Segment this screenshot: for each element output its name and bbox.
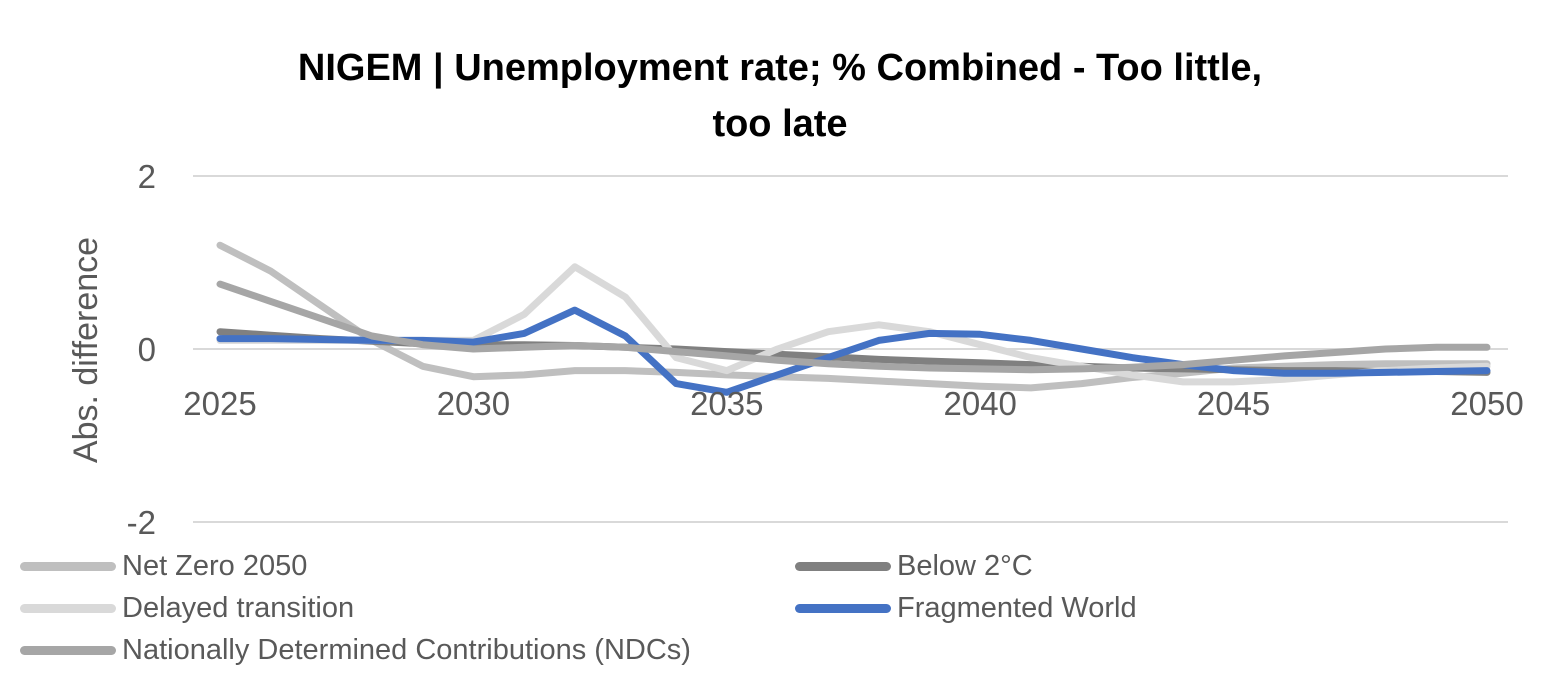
legend-swatch [20, 645, 116, 655]
chart-legend: Net Zero 2050 Below 2°C Delayed transition… [20, 545, 1540, 675]
legend-swatch [795, 603, 891, 613]
x-axis-tick-labels: 2025 2030 2035 2040 2045 2050 [183, 385, 1523, 422]
legend-item: Net Zero 2050 [20, 545, 307, 587]
x-tick-label: 2045 [1197, 385, 1270, 422]
x-tick-label: 2050 [1450, 385, 1523, 422]
series-line-4 [216, 280, 1491, 374]
legend-label: Fragmented World [897, 591, 1137, 624]
line-chart: 2025 2030 2035 2040 2045 2050 2 0 -2 Abs. diffe… [67, 158, 1524, 541]
x-tick-label: 2040 [943, 385, 1016, 422]
x-tick-label: 2035 [690, 385, 763, 422]
series-lines [216, 241, 1491, 396]
x-tick-label: 2025 [183, 385, 256, 422]
legend-swatch [20, 603, 116, 613]
legend-label: Nationally Determined Contributions (NDC… [122, 633, 691, 666]
legend-item: Delayed transition [20, 587, 354, 629]
legend-item: Below 2°C [795, 545, 1033, 587]
series-line-0 [216, 241, 1491, 392]
legend-label: Below 2°C [897, 549, 1033, 582]
series-line-3 [216, 306, 1491, 396]
y-axis-tick-labels: 2 0 -2 [127, 158, 156, 541]
y-tick-label: 2 [138, 158, 156, 195]
chart-title-line-2: too late [712, 103, 848, 145]
legend-label: Net Zero 2050 [122, 549, 308, 582]
legend-swatch [20, 561, 116, 571]
y-tick-label: -2 [127, 504, 156, 541]
legend-item: Fragmented World [795, 587, 1137, 629]
x-tick-label: 2030 [437, 385, 510, 422]
y-tick-label: 0 [138, 331, 156, 368]
y-axis-label: Abs. difference [67, 237, 105, 463]
legend-item: Nationally Determined Contributions (NDC… [20, 629, 691, 671]
chart-title: NIGEM | Unemployment rate; % Combined - … [130, 40, 1430, 152]
legend-label: Delayed transition [122, 591, 355, 624]
chart-title-line-1: NIGEM | Unemployment rate; % Combined - … [297, 47, 1263, 89]
legend-swatch [795, 561, 891, 571]
